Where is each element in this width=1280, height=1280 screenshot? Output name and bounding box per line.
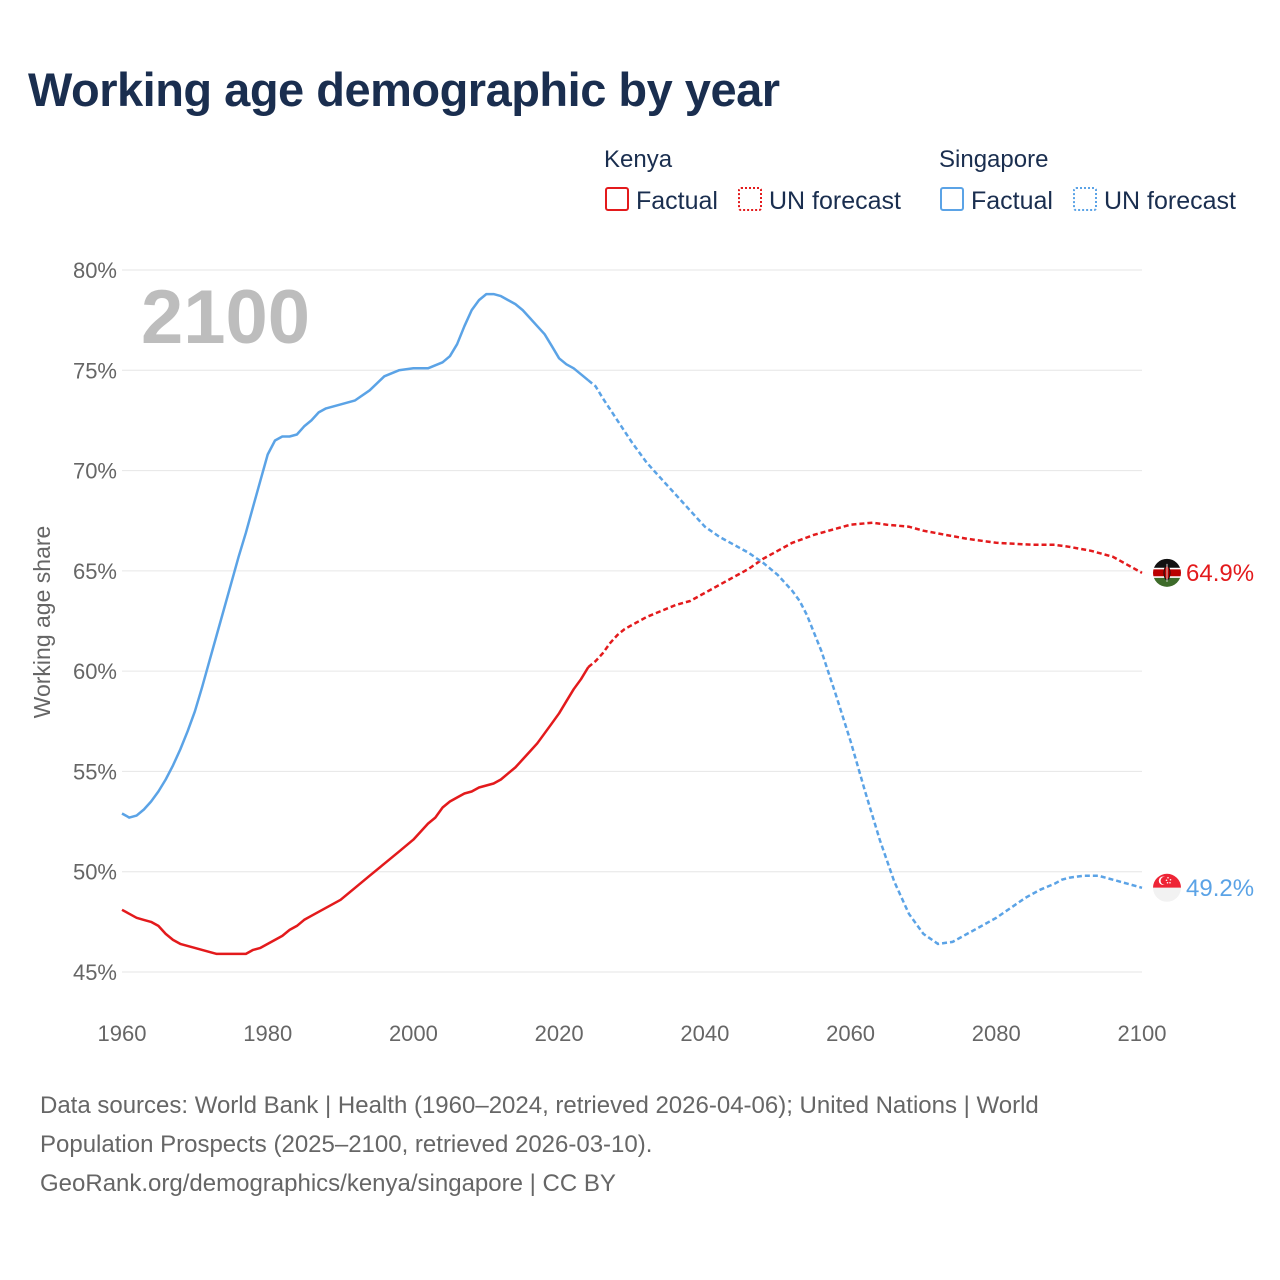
sources-line: Data sources: World Bank | Health (1960–… xyxy=(40,1092,1039,1119)
x-tick-label: 2040 xyxy=(680,1021,729,1046)
x-tick-label: 2080 xyxy=(972,1021,1021,1046)
legend-group-kenya-title: Kenya xyxy=(604,146,673,173)
year-label: 2100 xyxy=(141,275,310,360)
x-tick-label: 1980 xyxy=(243,1021,292,1046)
gridlines xyxy=(122,269,1142,973)
legend-group-singapore-title: Singapore xyxy=(939,146,1048,173)
x-tick-labels: 1960 1980 2000 2020 2040 2060 2080 2100 xyxy=(98,1021,1167,1046)
x-tick-label: 1960 xyxy=(98,1021,147,1046)
y-tick-label: 55% xyxy=(73,759,117,784)
y-tick-label: 70% xyxy=(73,459,117,484)
legend-swatch-kenya-factual xyxy=(605,187,629,211)
singapore-factual-line[interactable] xyxy=(121,292,590,819)
legend-swatch-kenya-forecast xyxy=(738,187,762,211)
kenya-forecast-line[interactable] xyxy=(587,521,1143,669)
data-sources: Data sources: World Bank | Health (1960–… xyxy=(40,1086,1240,1203)
y-tick-label: 50% xyxy=(73,860,117,885)
x-tick-label: 2020 xyxy=(535,1021,584,1046)
legend-label-singapore-forecast[interactable]: UN forecast xyxy=(1104,187,1236,215)
legend-swatch-singapore-forecast xyxy=(1073,187,1097,211)
legend-swatch-singapore-factual xyxy=(940,187,964,211)
series-layer xyxy=(121,292,1143,956)
y-tick-labels: 45% 50% 55% 60% 65% 70% 75% 80% xyxy=(73,258,117,985)
y-tick-label: 60% xyxy=(73,659,117,684)
sources-line: GeoRank.org/demographics/kenya/singapore… xyxy=(40,1170,616,1197)
y-tick-label: 75% xyxy=(73,358,117,383)
y-tick-label: 45% xyxy=(73,960,117,985)
singapore-flag-icon xyxy=(1153,873,1181,902)
y-axis-title: Working age share xyxy=(29,526,55,719)
end-label-singapore: 49.2% xyxy=(1186,875,1254,902)
x-tick-label: 2100 xyxy=(1118,1021,1167,1046)
line-chart: Kenya Factual UN forecast Singapore Fact… xyxy=(29,146,1254,1046)
chart-title: Working age demographic by year xyxy=(28,63,780,116)
legend-label-kenya-forecast[interactable]: UN forecast xyxy=(769,187,901,215)
x-tick-label: 2000 xyxy=(389,1021,438,1046)
legend: Kenya Factual UN forecast Singapore Fact… xyxy=(604,146,1236,215)
kenya-flag-icon xyxy=(1153,558,1181,587)
legend-label-singapore-factual[interactable]: Factual xyxy=(971,187,1053,215)
kenya-factual-line[interactable] xyxy=(121,666,590,956)
end-label-kenya: 64.9% xyxy=(1186,560,1254,587)
y-tick-label: 80% xyxy=(73,258,117,283)
singapore-forecast-line[interactable] xyxy=(587,379,1143,946)
y-tick-label: 65% xyxy=(73,559,117,584)
legend-label-kenya-factual[interactable]: Factual xyxy=(636,187,718,215)
sources-line: Population Prospects (2025–2100, retriev… xyxy=(40,1131,653,1158)
x-tick-label: 2060 xyxy=(826,1021,875,1046)
